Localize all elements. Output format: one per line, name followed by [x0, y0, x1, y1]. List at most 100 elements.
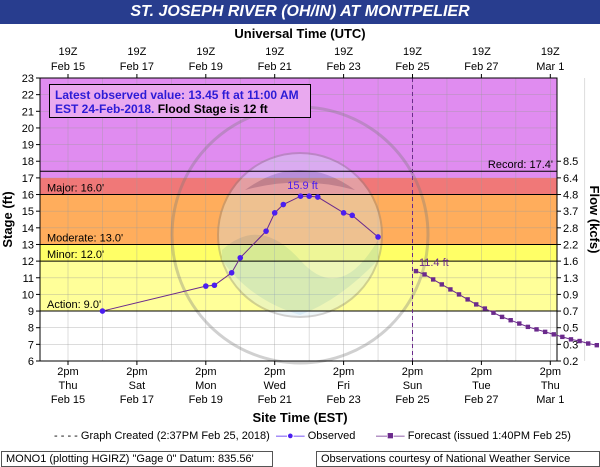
top-axis-title: Universal Time (UTC) — [234, 26, 365, 41]
chart-svg: Universal Time (UTC) Action: 9.0' Minor: … — [0, 26, 600, 425]
y-tick-label: 16 — [22, 190, 34, 202]
legend-forecast-label: Forecast (issued 1:40PM Feb 25) — [407, 430, 571, 442]
forecast-point — [542, 329, 548, 335]
forecast-point — [482, 306, 488, 311]
top-tick-time: 19Z — [59, 46, 78, 58]
flow-tick-label: 0.5 — [563, 323, 578, 335]
top-tick-date: Feb 19 — [189, 61, 223, 73]
legend-graph-created-label: Graph Created (2:37PM Feb 25, 2018) — [80, 430, 270, 442]
observed-line — [102, 195, 379, 312]
band-action — [40, 261, 557, 312]
forecast-point — [422, 272, 427, 277]
flow-tick-label: 1.6 — [563, 256, 578, 268]
y-tick-label: 10 — [22, 289, 34, 301]
x-tick-dow: Thu — [59, 380, 78, 392]
x-tick-date: Feb 23 — [326, 394, 360, 406]
flood-label-action: Action: 9.0' — [47, 299, 101, 311]
y-tick-label: 13 — [22, 239, 34, 251]
noaa-seal-inner — [217, 152, 383, 318]
forecast-point — [594, 342, 600, 348]
data-credit-note: Observations courtesy of National Weathe… — [316, 451, 600, 467]
y-tick-label: 23 — [22, 73, 34, 85]
forecast-point — [413, 268, 419, 274]
top-tick-date: Feb 15 — [51, 61, 85, 73]
x-tick-date: Feb 27 — [464, 394, 498, 406]
y-tick-label: 22 — [22, 90, 34, 102]
legend-forecast-marker: —■— — [376, 430, 405, 442]
top-tick-time: 19Z — [334, 46, 353, 58]
flow-tick-label: 2.2 — [563, 239, 578, 251]
noaa-seal-wave — [222, 234, 378, 315]
y-tick-label: 18 — [22, 156, 34, 168]
flow-tick-label: 4.8 — [563, 190, 578, 202]
y-tick-label: 11 — [23, 273, 34, 285]
flow-tick-label: 3.7 — [563, 206, 578, 218]
legend: - - - - Graph Created (2:37PM Feb 25, 20… — [0, 430, 600, 444]
y-tick-label: 20 — [22, 123, 34, 135]
observed-point — [263, 228, 269, 234]
page-title: ST. JOSEPH RIVER (OH/IN) AT MONTPELIER — [0, 0, 600, 24]
observed-point — [99, 308, 106, 314]
x-tick-dow: Tue — [472, 380, 491, 392]
latest-observation-line2: EST 24-Feb-2018. Flood Stage is 12 ft — [55, 102, 305, 116]
top-tick-time: 19Z — [265, 46, 284, 58]
top-tick-date: Mar 1 — [536, 61, 564, 73]
observed-point — [280, 201, 287, 208]
flow-tick-label: 2.8 — [563, 223, 578, 235]
top-tick-time: 19Z — [196, 46, 215, 58]
flow-tick-label: 0.3 — [563, 339, 578, 351]
x-tick-time: 2pm — [57, 366, 78, 378]
forecast-line — [415, 270, 597, 346]
x-tick-dow: Sun — [403, 380, 423, 392]
band-normal — [40, 311, 557, 361]
top-tick-date: Feb 25 — [395, 61, 429, 73]
gauge-datum-note: MONO1 (plotting HGIRZ) "Gage 0" Datum: 8… — [1, 451, 273, 467]
x-tick-date: Feb 21 — [258, 394, 292, 406]
x-tick-time: 2pm — [540, 366, 561, 378]
forecast-point — [474, 302, 479, 307]
x-tick-dow: Thu — [541, 380, 560, 392]
forecast-point — [560, 334, 565, 340]
observed-point — [375, 234, 381, 240]
observed-point — [340, 210, 347, 216]
x-tick-time: 2pm — [264, 366, 285, 378]
plot-frame — [39, 77, 558, 362]
top-tick-date: Feb 23 — [326, 61, 360, 73]
series-layer: 15.9 ft 11.4 ft — [99, 180, 600, 348]
flood-category-lines: Action: 9.0' Minor: 12.0' Moderate: 13.0' M… — [40, 78, 557, 361]
observed-point — [228, 269, 235, 276]
x-tick-dow: Mon — [195, 380, 216, 392]
observed-peak-label: 15.9 ft — [287, 180, 318, 192]
x-tick-time: 2pm — [195, 366, 216, 378]
forecast-point — [525, 324, 531, 330]
left-axis-title: Stage (ft) — [0, 191, 15, 247]
observed-point — [237, 254, 244, 261]
band-minor — [40, 244, 557, 262]
observed-point — [211, 282, 218, 289]
flood-label-minor: Minor: 12.0' — [47, 249, 104, 261]
observed-point — [271, 210, 278, 216]
forecast-point — [439, 282, 444, 287]
flow-tick-label: 1.3 — [563, 273, 578, 285]
forecast-point — [456, 292, 462, 297]
x-tick-time: 2pm — [471, 366, 492, 378]
y-tick-label: 19 — [22, 140, 34, 152]
axes: 6 7 8 9 10 11 12 13 14 15 16 17 18 19 20 21 22 23 0.2 0.3 0.… — [22, 46, 579, 406]
flow-tick-label: 8.5 — [563, 156, 578, 168]
x-tick-date: Feb 19 — [189, 394, 223, 406]
flow-tick-label: 6.4 — [563, 173, 578, 185]
y-tick-label: 21 — [22, 106, 34, 118]
x-tick-dow: Wed — [263, 380, 285, 392]
legend-observed-marker: —●— — [276, 430, 305, 442]
forecast-point — [491, 310, 496, 315]
latest-observation-box: Latest observed value: 13.45 ft at 11:00… — [49, 84, 311, 118]
legend-observed: —●— Observed — [276, 430, 355, 442]
flood-label-moderate: Moderate: 13.0' — [47, 232, 123, 244]
forecast-point — [585, 341, 591, 346]
y-tick-label: 6 — [28, 356, 34, 368]
top-tick-date: Feb 17 — [120, 61, 154, 73]
forecast-point — [517, 321, 522, 326]
flow-tick-label: 0.7 — [563, 306, 578, 318]
forecast-point — [430, 277, 436, 282]
